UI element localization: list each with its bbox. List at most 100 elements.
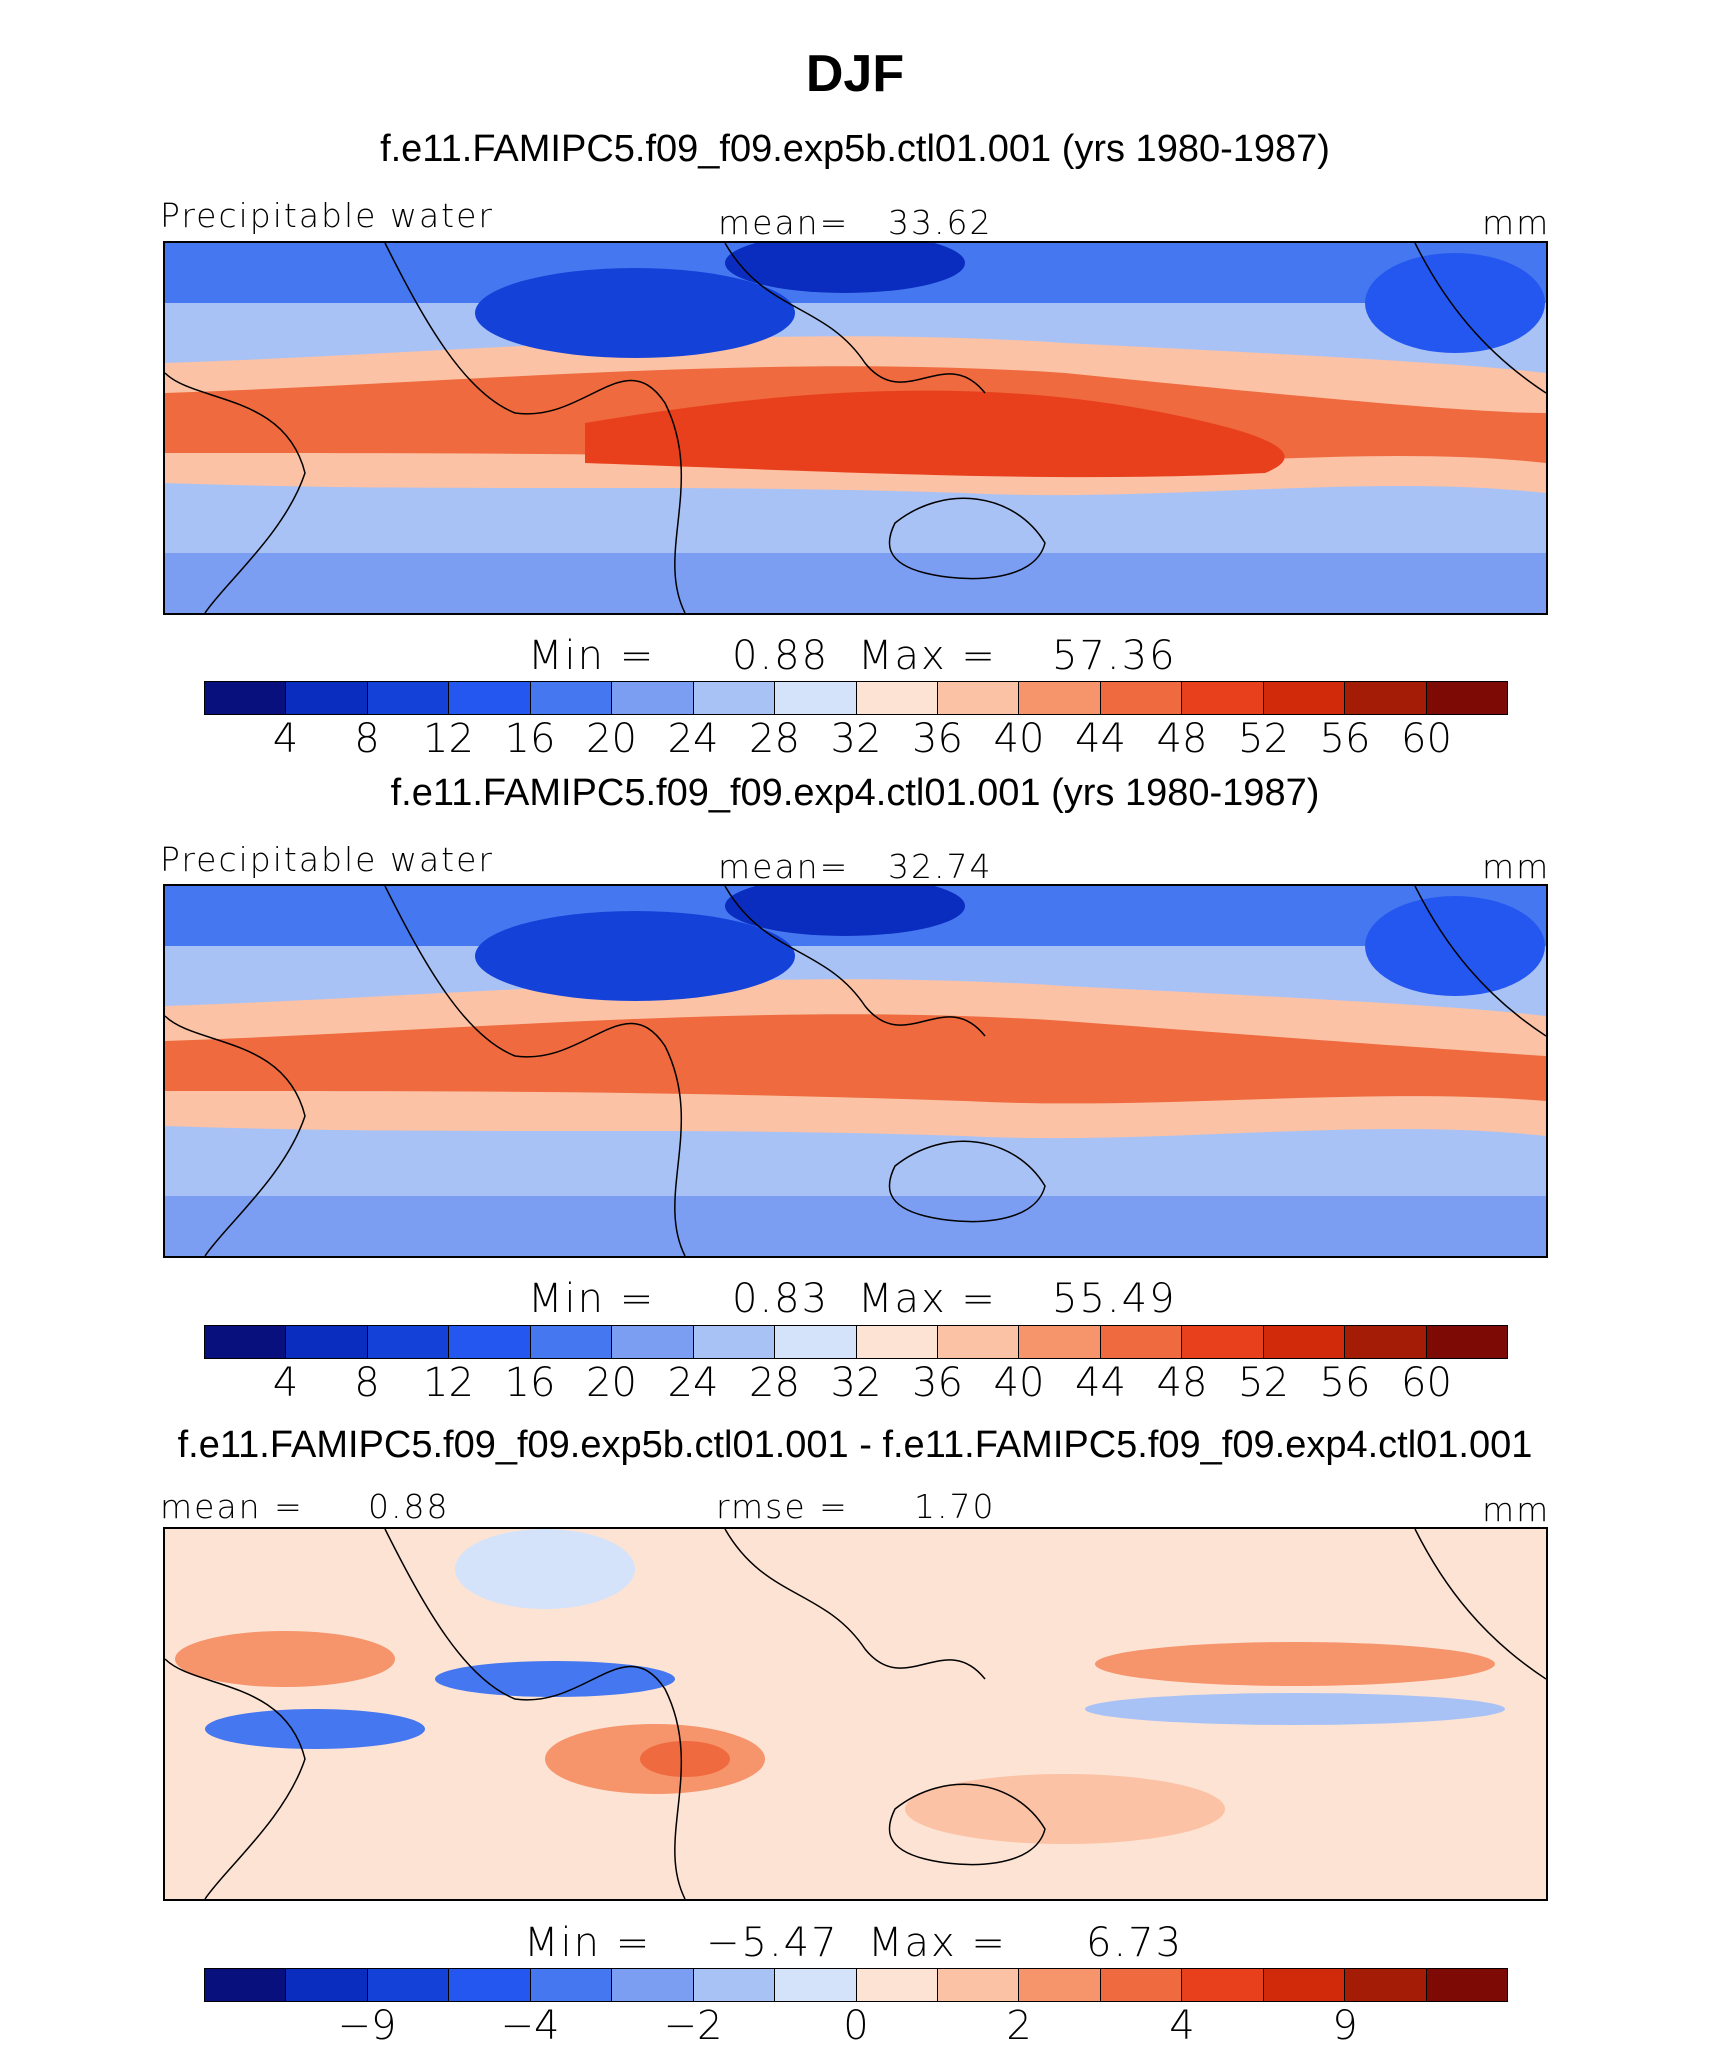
panel3-min-value: −5.47 [706,1920,839,1966]
panel2-units: mm [1482,847,1551,886]
panel3-rmse-label: rmse = [716,1487,849,1526]
colorbar-tick-label: 16 [504,1360,556,1406]
colorbar-swatch [530,682,613,714]
panel2-map [163,884,1548,1258]
colorbar-swatch [856,682,938,714]
panel1-field [165,243,1546,613]
colorbar-tick-label: 0 [843,2003,869,2049]
panel3-min-label: Min = [524,1920,652,1966]
panel1-max-value: 57.36 [1052,633,1177,679]
colorbar-swatch [1426,1969,1507,2001]
colorbar-swatch [449,1326,531,1358]
colorbar-swatch [612,1326,694,1358]
panel3-rmse-value: 1.70 [914,1487,996,1526]
colorbar-tick-label: 44 [1075,1360,1126,1406]
colorbar-swatch [612,682,694,714]
colorbar-swatch [612,1969,694,2001]
panel2-min-value: 0.83 [732,1276,830,1322]
colorbar-swatch [286,682,368,714]
panel2-min-label: Min = [528,1276,656,1322]
panel3-map [163,1527,1548,1901]
panel2-max-value: 55.49 [1052,1276,1177,1322]
colorbar-tick-label: 32 [830,1360,882,1406]
panel2-colorbar [204,1325,1508,1359]
panel1-map [163,241,1548,615]
panel2-field [165,886,1546,1256]
colorbar-swatch [1100,1326,1183,1358]
colorbar-tick-label: 52 [1238,716,1289,762]
colorbar-swatch [1100,1969,1183,2001]
colorbar-swatch [693,1326,776,1358]
panel1-variable-label: Precipitable water [160,196,494,235]
colorbar-tick-label: 56 [1319,1360,1371,1406]
colorbar-tick-label: 36 [912,716,963,762]
panel1-max-label: Max = [858,633,997,679]
colorbar-tick-label: 48 [1156,1360,1208,1406]
colorbar-tick-label: 20 [586,1360,637,1406]
panel1-mean-label: mean= [718,203,850,242]
colorbar-tick-label: 28 [749,716,800,762]
colorbar-tick-label: 48 [1156,716,1208,762]
colorbar-tick-label: 9 [1332,2003,1358,2049]
colorbar-swatch [1019,1326,1101,1358]
panel3-mean-label: mean = [160,1487,304,1526]
panel2-title: f.e11.FAMIPC5.f09_f09.exp4.ctl01.001 (yr… [390,772,1320,814]
panel3-max-value: 6.73 [1086,1920,1184,1966]
colorbar-swatch [1100,682,1183,714]
colorbar-swatch [1345,1326,1427,1358]
colorbar-swatch [205,1969,287,2001]
panel3-title: f.e11.FAMIPC5.f09_f09.exp5b.ctl01.001 - … [177,1424,1533,1466]
colorbar-swatch [1263,682,1346,714]
colorbar-tick-label: 16 [504,716,556,762]
colorbar-swatch [286,1969,368,2001]
colorbar-swatch [693,1969,776,2001]
colorbar-tick-label: −9 [337,2003,397,2049]
colorbar-swatch [1182,1969,1264,2001]
colorbar-tick-label: 52 [1238,1360,1289,1406]
colorbar-tick-label: 4 [1169,2003,1195,2049]
panel1-min-value: 0.88 [732,633,830,679]
colorbar-swatch [1182,682,1264,714]
panel1-title: f.e11.FAMIPC5.f09_f09.exp5b.ctl01.001 (y… [380,128,1330,170]
colorbar-swatch [205,1326,287,1358]
colorbar-tick-label: 32 [830,716,882,762]
colorbar-swatch [1426,682,1507,714]
colorbar-swatch [693,682,776,714]
colorbar-swatch [856,1326,938,1358]
colorbar-swatch [1263,1326,1346,1358]
colorbar-swatch [856,1969,938,2001]
colorbar-swatch [1345,682,1427,714]
colorbar-swatch [937,1969,1020,2001]
colorbar-swatch [530,1326,613,1358]
colorbar-tick-label: 4 [272,716,299,762]
colorbar-tick-label: 60 [1401,1360,1452,1406]
panel1-min-label: Min = [528,633,656,679]
panel1-units: mm [1482,203,1551,242]
colorbar-swatch [1263,1969,1346,2001]
colorbar-swatch [1019,1969,1101,2001]
colorbar-tick-label: 44 [1075,716,1126,762]
colorbar-swatch [1019,682,1101,714]
panel1-mean-value: 33.62 [888,203,993,242]
colorbar-tick-label: −2 [663,2003,723,2049]
panel3-max-label: Max = [868,1920,1007,1966]
colorbar-swatch [367,1326,450,1358]
panel3-colorbar [204,1968,1508,2002]
colorbar-tick-label: 12 [423,716,474,762]
colorbar-tick-label: 56 [1319,716,1371,762]
panel3-field [165,1529,1546,1899]
colorbar-tick-label: 24 [667,1360,719,1406]
colorbar-tick-label: 4 [272,1360,299,1406]
colorbar-tick-label: 36 [912,1360,963,1406]
colorbar-swatch [205,682,287,714]
panel3-mean-value: 0.88 [368,1487,450,1526]
colorbar-tick-label: 24 [667,716,719,762]
colorbar-tick-label: 20 [586,716,637,762]
colorbar-tick-label: 60 [1401,716,1452,762]
colorbar-tick-label: 8 [354,1360,380,1406]
colorbar-swatch [367,1969,450,2001]
panel2-max-label: Max = [858,1276,997,1322]
colorbar-swatch [367,682,450,714]
colorbar-swatch [286,1326,368,1358]
colorbar-tick-label: 40 [993,716,1045,762]
